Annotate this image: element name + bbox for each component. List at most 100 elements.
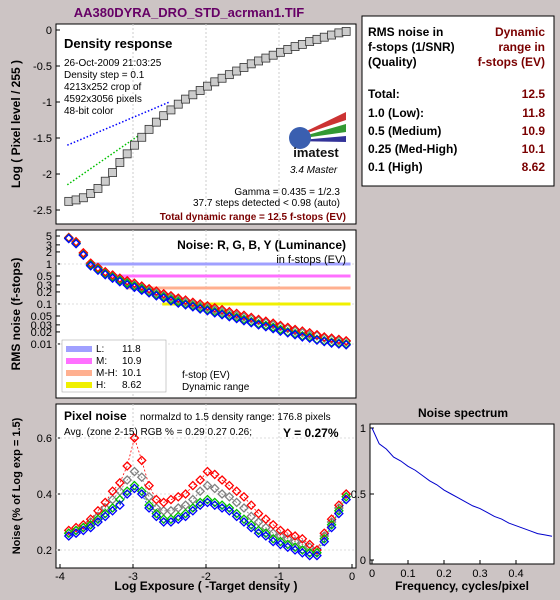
noise-point [290,329,300,340]
pixel-point [122,486,133,497]
pixel-ytick-label: 0.2 [37,545,52,557]
noise-point [187,299,198,309]
density-fit-line [66,133,141,186]
pixel-point [246,500,257,511]
legend-value: 8.62 [122,380,142,391]
noise-ytick-label: 0.1 [37,299,52,311]
pixel-point [253,528,264,539]
pixel-point [144,480,154,491]
pixel-point [63,531,74,541]
density-point [334,28,344,38]
pixel-point [122,475,133,485]
noise-ytick-label: 0.05 [31,311,52,323]
density-point [203,81,212,91]
noise-point [217,308,227,319]
noise-point [129,278,140,289]
noise-panel: RMS noise (f-stops) 53210.50.30.20.10.05… [9,229,357,399]
pixel-point [151,494,162,505]
noise-spectrum-panel: Noise spectrum 10.50 0 0.1 0.2 0.3 0.4 Frequ… [351,406,555,593]
pixel-point [195,475,206,485]
noise-point [151,287,162,298]
pixel-point [195,497,206,508]
pixel-point [275,536,286,547]
pixel-point [166,517,176,527]
pixel-point [341,491,352,502]
spectrum-title: Noise spectrum [418,406,508,420]
noise-point [275,321,286,332]
spectrum-xtick-label: 0.4 [508,568,523,580]
noise-point [333,335,344,346]
pixel-ytick-label: 0.6 [37,433,52,445]
legend-swatch-med-high [66,370,92,376]
pixel-point [173,491,184,502]
pixel-point [114,477,125,488]
pixel-series-line [68,436,347,551]
noise-point [239,310,249,321]
legend-value: 11.8 [122,344,141,355]
noise-point [239,314,249,325]
density-panel: Log ( Pixel level / 255 ) 0 -0.5 -1 -1.5 -2 -… [9,23,357,225]
pixel-point [312,545,322,555]
noise-point [151,286,162,296]
pixel-point [107,503,118,513]
pixel-yticks: 0.6 0.4 0.2 [37,433,60,557]
noise-point [114,276,125,287]
noise-ytick-label: 0.2 [37,287,52,299]
density-point [188,90,198,100]
noise-point [209,302,220,313]
noise-point [333,339,344,349]
pixel-point [297,547,308,558]
table-row-label: 1.0 (Low): [368,106,424,120]
noise-point [107,273,118,284]
pixel-point [166,514,176,525]
noise-point [202,305,213,316]
pixel-xtick-label: -1 [274,571,284,583]
noise-point [224,308,235,319]
noise-point [122,279,133,290]
legend-swatch-high [66,382,92,388]
spectrum-xtick-label: 0.2 [436,568,451,580]
noise-point [282,323,293,334]
density-point [71,195,81,205]
pixel-point [260,514,271,525]
noise-point [71,238,81,249]
pixel-point [224,491,235,502]
noise-point [173,296,184,307]
pixel-point [217,475,227,485]
spectrum-yticks: 10.50 [351,423,374,567]
pixel-xlabel: Log Exposure ( -Target density ) [114,579,297,593]
spectrum-xtick-label: 0.1 [400,568,415,580]
density-point [312,34,322,44]
density-info-0: 26-Oct-2009 21:03:25 [64,58,162,69]
noise-point [151,290,162,301]
density-ytick-label: -2.5 [33,205,52,217]
pixel-point [282,528,293,539]
spectrum-xticks: 0 0.1 0.2 0.3 0.4 [369,560,524,580]
noise-point [78,247,89,258]
pixel-point [209,500,220,511]
noise-legend: L: 11.8 M: 10.9 M-H: 10.1 H: 8.62 [61,339,167,393]
noise-point [100,268,111,279]
pixel-point [85,519,96,530]
density-point [217,73,227,83]
noise-point [173,298,184,309]
noise-point [268,319,279,330]
pixel-point [268,519,279,530]
pixel-point [253,508,264,519]
density-point [195,86,205,95]
noise-point [333,334,344,345]
pixel-point [166,494,176,505]
pixel-point [136,489,147,499]
noise-point [209,307,220,318]
noise-point [122,277,133,288]
noise-point [341,339,352,350]
spectrum-xtick-label: 0 [369,568,375,580]
density-point [144,124,154,134]
pixel-point [290,545,300,555]
noise-point [158,293,169,304]
pixel-point [100,511,111,522]
density-info-3: 4592x3056 pixels [64,94,142,105]
spectrum-plot-frame [369,423,555,565]
pixel-point [136,455,147,466]
